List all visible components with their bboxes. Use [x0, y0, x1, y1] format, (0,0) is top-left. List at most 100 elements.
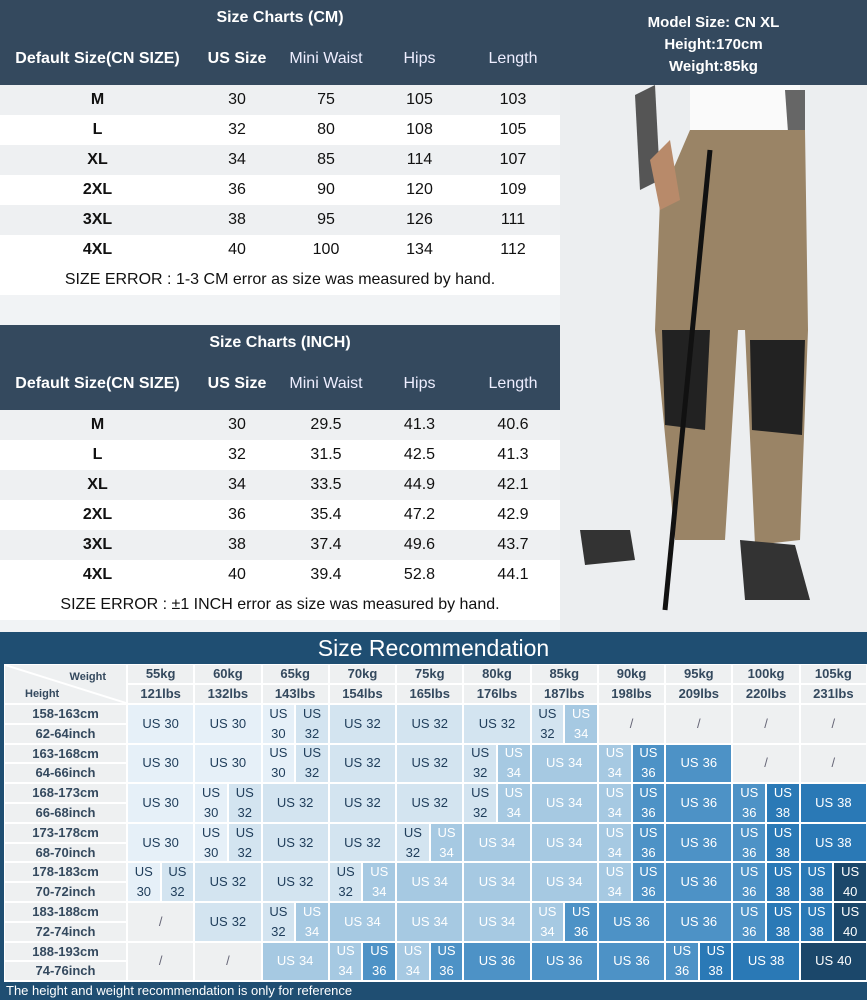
weight-kg: 90kg	[598, 665, 665, 683]
size-value: 36	[568, 953, 583, 969]
size-cell: US 40	[800, 942, 866, 981]
size-prefix: US	[807, 903, 826, 919]
size-prefix: US	[202, 824, 221, 840]
table-cell: 41.3	[497, 446, 529, 463]
size-cell-split: US 36	[733, 863, 766, 901]
size-prefix: US	[773, 784, 792, 800]
size-cell-split: US 40	[834, 863, 866, 901]
weight-kg: 60kg	[195, 665, 261, 683]
size-prefix: US	[545, 953, 565, 969]
size-value: 38	[775, 923, 791, 939]
size-value: 38	[809, 923, 824, 939]
size-value: 32	[366, 834, 381, 850]
size-prefix: US	[411, 755, 430, 771]
size-prefix: US	[142, 715, 161, 731]
size-cell: US 32	[397, 784, 463, 822]
size-cell: US 30	[128, 823, 194, 862]
size-recommendation: Size Recommendation Weight Height 55kg 121l…	[0, 632, 867, 1000]
weight-lbs-text: 198lbs	[611, 686, 652, 701]
table-row: M 30 75 105 103	[0, 85, 560, 115]
height-inch-text: 62-64inch	[35, 725, 96, 741]
size-cell-split: US 36	[565, 903, 597, 941]
table-cell: 80	[317, 121, 335, 138]
size-cell-split: US 34	[397, 942, 429, 981]
table-cell: 3XL	[82, 211, 113, 228]
size-prefix: US	[478, 953, 497, 969]
size-cell-split: US 30	[262, 744, 295, 783]
height-inch-text: 72-74inch	[35, 923, 96, 939]
size-value: 34	[433, 913, 448, 929]
size-value: 38	[837, 834, 852, 850]
na-mark: /	[629, 715, 634, 731]
table-cell: 107	[499, 151, 527, 168]
size-prefix: US	[302, 903, 322, 919]
size-cell-split: US 38	[767, 903, 799, 941]
weight-lbs: 176lbs	[464, 685, 530, 703]
size-value: 36	[439, 963, 454, 979]
size-cell-split: US 30	[128, 863, 160, 901]
height-inch-text: 68-70inch	[35, 844, 96, 860]
height-cm: 173-178cm	[5, 823, 126, 842]
size-prefix: US	[545, 794, 565, 810]
size-cell-split: US 32	[531, 705, 564, 743]
size-value: 34	[607, 804, 622, 820]
size-prefix: US	[680, 834, 699, 850]
size-prefix: US	[740, 864, 759, 880]
size-value: 30	[231, 755, 247, 771]
table-cell: 75	[317, 91, 335, 108]
size-cell-split: US 40	[834, 903, 866, 941]
size-prefix: US	[344, 715, 363, 731]
na-mark: /	[764, 755, 768, 771]
size-prefix: US	[538, 705, 557, 721]
table-cell: 38	[228, 536, 246, 553]
size-prefix: US	[545, 834, 565, 850]
size-prefix: US	[504, 784, 523, 800]
size-prefix: US	[471, 745, 490, 761]
table-cell: 109	[499, 181, 527, 198]
size-prefix: US	[740, 784, 759, 800]
size-value: 36	[641, 804, 656, 820]
size-cell-split: US 32	[397, 823, 429, 862]
size-cell: US 34	[464, 863, 530, 901]
size-cell-na: /	[128, 903, 194, 941]
size-cell: US 32	[464, 705, 530, 743]
size-value: 34	[568, 834, 583, 850]
size-cell-split: US 36	[430, 942, 463, 981]
size-prefix: US	[572, 903, 591, 919]
size-value: 34	[607, 884, 622, 900]
size-cell-split: US 36	[632, 784, 665, 822]
table-cell: 42.9	[497, 506, 529, 523]
table-row: 3XL 38 37.4 49.6 43.7	[0, 530, 560, 560]
size-cell-na: /	[733, 705, 799, 743]
weight-kg: 85kg	[531, 665, 597, 683]
size-prefix: US	[344, 834, 363, 850]
size-cell-split: US 32	[228, 823, 261, 862]
weight-lbs: 165lbs	[397, 685, 463, 703]
chart-title: Size Charts (CM)	[216, 9, 344, 26]
table-cell: 112	[500, 241, 526, 258]
size-value: 30	[271, 725, 286, 741]
size-value: 32	[472, 804, 488, 820]
size-prefix: US	[605, 864, 624, 880]
table-cell: 34	[228, 476, 246, 493]
size-value: 36	[702, 874, 718, 890]
na-mark: /	[696, 715, 701, 731]
weight-lbs: 143lbs	[262, 685, 328, 703]
size-cell: US 32	[329, 705, 396, 743]
weight-kg-text: 70kg	[347, 666, 378, 681]
weight-lbs: 231lbs	[800, 685, 866, 703]
size-cell-split: US 34	[498, 784, 530, 822]
size-value: 40	[837, 953, 852, 969]
table-cell: 30	[228, 91, 246, 108]
table-cell: 105	[499, 121, 527, 138]
size-cell: US 30	[128, 705, 194, 743]
size-value: 32	[540, 725, 555, 741]
table-cell: 103	[499, 91, 527, 108]
size-value: 32	[366, 755, 381, 771]
size-prefix: US	[706, 943, 725, 959]
size-prefix: US	[605, 745, 624, 761]
size-prefix: US	[545, 755, 565, 771]
size-cell-split: US 38	[699, 942, 732, 981]
table-row: 4XL 40 100 134 112	[0, 235, 560, 265]
size-value: 32	[237, 804, 252, 820]
